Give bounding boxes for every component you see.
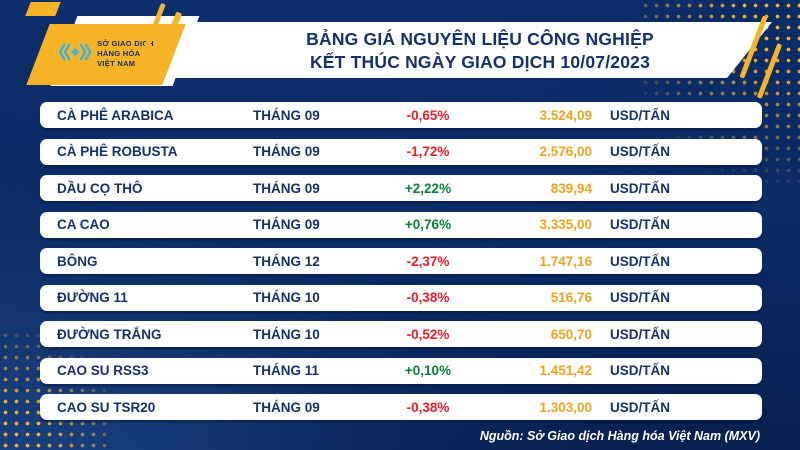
table-row: CÀ PHÊ ROBUSTA THÁNG 09 -1,72% 2.576,00 …: [40, 138, 762, 165]
table-row: CAO SU TSR20 THÁNG 09 -0,38% 1.303,00 US…: [40, 394, 762, 420]
contract-month: THÁNG 09: [253, 144, 320, 159]
price-unit: USD/TẤN: [610, 399, 670, 415]
price-unit: USD/TẤN: [610, 326, 670, 342]
commodity-name: CÀ PHÊ ARABICA: [57, 107, 174, 123]
price-value: 2.576,00: [539, 144, 592, 159]
table-row: CÀ PHÊ ARABICA THÁNG 09 -0,65% 3.524,09 …: [40, 102, 762, 128]
price-unit: USD/TẤN: [610, 144, 670, 159]
commodity-name: CÀ PHÊ ROBUSTA: [57, 144, 178, 159]
source-credit: Nguồn: Sở Giao dịch Hàng hóa Việt Nam (M…: [479, 429, 760, 443]
yellow-corner-chip: [25, 2, 61, 16]
commodity-name: ĐƯỜNG TRẮNG: [57, 326, 162, 342]
change-percent: -1,72%: [406, 144, 450, 159]
price-unit: USD/TẤN: [610, 217, 670, 232]
commodity-name: BÔNG: [57, 253, 98, 269]
change-percent: -0,52%: [406, 326, 450, 342]
mxv-chevron-icon: [58, 42, 92, 67]
table-row: ĐƯỜNG TRẮNG THÁNG 10 -0,52% 650,70 USD/T…: [40, 321, 762, 347]
contract-month: THÁNG 11: [253, 363, 320, 378]
contract-month: THÁNG 09: [253, 107, 320, 123]
price-value: 1.303,00: [539, 399, 592, 415]
contract-month: THÁNG 12: [253, 253, 320, 269]
table-row: BÔNG THÁNG 12 -2,37% 1.747,16 USD/TẤN: [40, 248, 762, 274]
table-row: CAO SU RSS3 THÁNG 11 +0,10% 1.451,42 USD…: [40, 357, 762, 384]
contract-month: THÁNG 10: [253, 326, 320, 342]
contract-month: THÁNG 10: [253, 290, 320, 305]
change-percent: -0,38%: [406, 399, 450, 415]
price-unit: USD/TẤN: [610, 253, 670, 269]
halftone-dots-bottom-left: [0, 330, 110, 450]
price-unit: USD/TẤN: [610, 363, 670, 378]
commodity-name: DẦU CỌ THÔ: [57, 180, 143, 196]
price-unit: USD/TẤN: [610, 107, 670, 123]
price-value: 3.524,09: [539, 107, 592, 123]
price-value: 839,94: [550, 180, 592, 196]
commodity-name: CAO SU RSS3: [57, 363, 149, 378]
title-band: [170, 22, 772, 78]
change-percent: +0,10%: [404, 363, 452, 378]
commodity-name: ĐƯỜNG 11: [57, 290, 128, 305]
price-table: CÀ PHÊ ARABICA THÁNG 09 -0,65% 3.524,09 …: [40, 102, 762, 431]
contract-month: THÁNG 09: [253, 399, 320, 415]
mxv-logo: SỞ GIAO DỊCH HÀNG HÓA VIỆT NAM: [26, 24, 186, 85]
table-row: DẦU CỌ THÔ THÁNG 09 +2,22% 839,94 USD/TẤ…: [40, 175, 762, 201]
commodity-name: CA CAO: [57, 217, 110, 232]
change-percent: +2,22%: [404, 180, 452, 196]
price-value: 1.451,42: [539, 363, 592, 378]
table-row: CA CAO THÁNG 09 +0,76% 3.335,00 USD/TẤN: [40, 211, 762, 238]
contract-month: THÁNG 09: [253, 217, 320, 232]
title-line-1: BẢNG GIÁ NGUYÊN LIỆU CÔNG NGHIỆP: [306, 29, 654, 50]
change-percent: -0,38%: [406, 290, 450, 305]
price-unit: USD/TẤN: [610, 180, 670, 196]
logo-line-2: HÀNG HÓA: [97, 49, 141, 59]
price-value: 516,76: [550, 290, 592, 305]
price-value: 1.747,16: [539, 253, 592, 269]
change-percent: -2,37%: [406, 253, 450, 269]
change-percent: -0,65%: [406, 107, 450, 123]
title-line-2: KẾT THÚC NGÀY GIAO DỊCH 10/07/2023: [309, 52, 651, 72]
price-unit: USD/TẤN: [610, 290, 670, 305]
price-value: 650,70: [550, 326, 592, 342]
change-percent: +0,76%: [404, 217, 452, 232]
page-title: BẢNG GIÁ NGUYÊN LIỆU CÔNG NGHIỆP KẾT THÚ…: [215, 25, 745, 77]
commodity-name: CAO SU TSR20: [57, 399, 156, 415]
price-value: 3.335,00: [539, 217, 592, 232]
contract-month: THÁNG 09: [253, 180, 320, 196]
table-row: ĐƯỜNG 11 THÁNG 10 -0,38% 516,76 USD/TẤN: [40, 284, 762, 311]
